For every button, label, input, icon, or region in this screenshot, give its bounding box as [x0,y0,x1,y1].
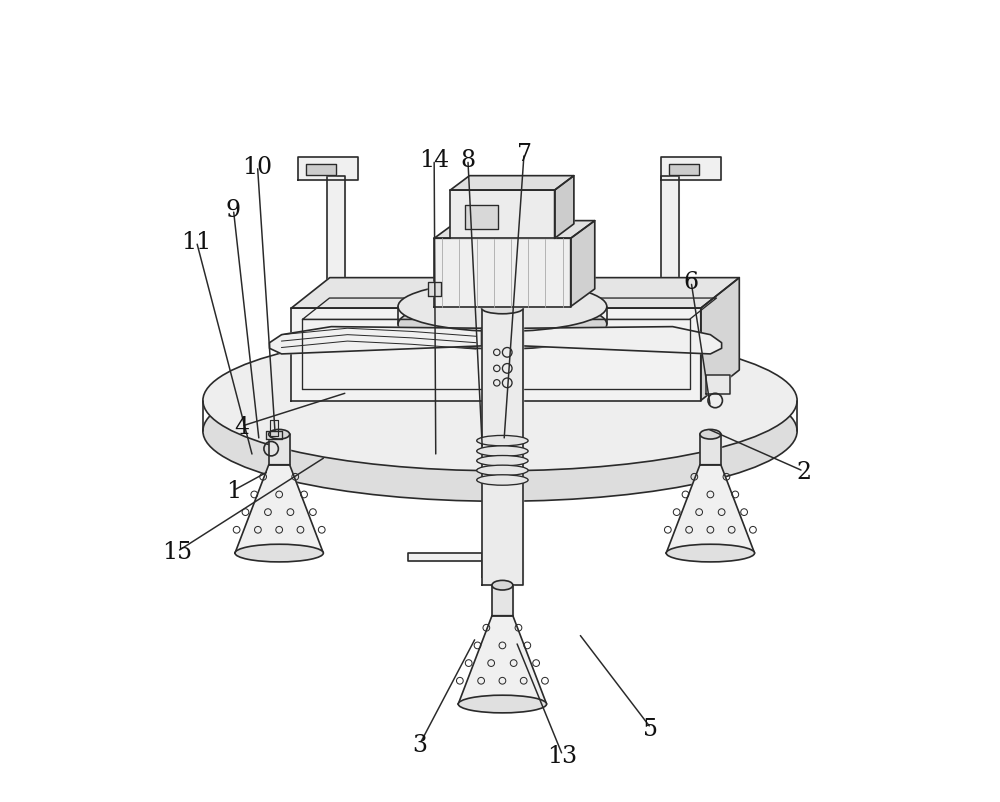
Polygon shape [661,176,679,401]
Polygon shape [492,585,513,616]
Polygon shape [666,465,755,553]
Ellipse shape [666,545,755,562]
Ellipse shape [203,330,797,471]
Polygon shape [327,176,345,401]
Polygon shape [428,282,441,297]
Ellipse shape [398,282,607,332]
Polygon shape [291,309,701,401]
Polygon shape [571,221,595,307]
Polygon shape [669,165,699,176]
Ellipse shape [477,465,528,476]
Polygon shape [661,158,721,180]
Polygon shape [266,431,282,439]
Text: 2: 2 [796,460,811,483]
Text: 10: 10 [242,156,273,178]
Text: 14: 14 [419,149,449,172]
Polygon shape [700,435,721,465]
Polygon shape [408,553,523,577]
Polygon shape [291,278,739,309]
Ellipse shape [269,430,290,439]
Ellipse shape [700,430,721,439]
Ellipse shape [458,695,547,713]
Text: 13: 13 [548,744,578,767]
Ellipse shape [203,361,797,502]
Ellipse shape [482,303,523,314]
Polygon shape [450,191,555,239]
Ellipse shape [477,435,528,446]
Text: 8: 8 [460,149,475,172]
Text: 1: 1 [226,480,241,502]
Ellipse shape [477,475,528,485]
Polygon shape [706,375,730,395]
Ellipse shape [477,456,528,467]
Polygon shape [482,309,523,585]
Polygon shape [450,176,574,191]
Ellipse shape [477,446,528,456]
Polygon shape [434,239,571,307]
Polygon shape [465,205,498,229]
Polygon shape [458,616,547,704]
Text: 5: 5 [643,717,658,739]
Polygon shape [555,176,574,239]
Polygon shape [235,465,323,553]
Polygon shape [523,327,722,354]
Text: 4: 4 [234,415,249,438]
Polygon shape [701,278,739,401]
Polygon shape [270,327,482,354]
Text: 11: 11 [181,231,212,253]
Text: 6: 6 [684,271,699,294]
Text: 15: 15 [162,541,192,563]
Text: 3: 3 [412,733,427,755]
Ellipse shape [235,545,323,562]
Polygon shape [306,165,336,176]
Polygon shape [298,158,358,180]
Ellipse shape [398,300,607,350]
Polygon shape [434,221,595,239]
Polygon shape [270,420,278,436]
Text: 9: 9 [226,199,241,221]
Ellipse shape [492,581,513,590]
Text: 7: 7 [517,143,532,165]
Polygon shape [269,435,290,465]
